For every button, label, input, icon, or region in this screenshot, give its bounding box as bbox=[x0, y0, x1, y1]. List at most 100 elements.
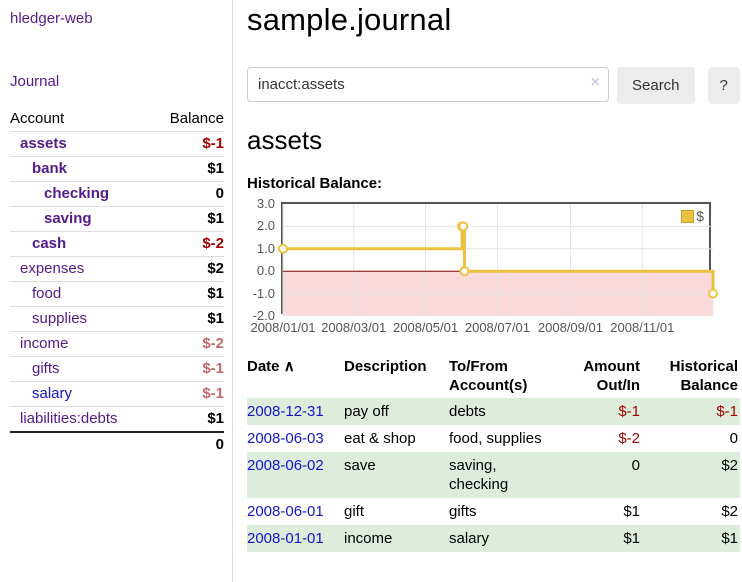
account-link[interactable]: checking bbox=[44, 185, 110, 202]
account-balance: $-1 bbox=[152, 356, 224, 382]
amount-cell: $1 bbox=[623, 530, 640, 547]
register-header-row: Date ∧ Description To/From Account(s) Am… bbox=[247, 355, 740, 398]
account-cell: assets bbox=[10, 131, 153, 157]
y-tick-label: 1.0 bbox=[256, 240, 275, 256]
page-title: sample.journal bbox=[247, 2, 452, 37]
search-input-wrap: × bbox=[247, 67, 609, 104]
account-balance: $-1 bbox=[152, 381, 224, 407]
account-row: gifts $-1 bbox=[10, 356, 224, 382]
amount-cell: 0 bbox=[631, 457, 640, 474]
account-cell: salary bbox=[10, 381, 153, 407]
chart-legend: $ bbox=[679, 207, 706, 225]
account-cell: checking bbox=[10, 181, 153, 207]
clear-search-icon[interactable]: × bbox=[590, 74, 600, 91]
legend-label: $ bbox=[696, 208, 704, 224]
accounts-total-row: 0 bbox=[10, 431, 224, 457]
account-link[interactable]: salary bbox=[32, 385, 73, 402]
y-tick-label: -1.0 bbox=[252, 285, 275, 301]
account-cell: income bbox=[10, 331, 153, 357]
date-cell: 2008-12-31 bbox=[247, 398, 344, 425]
transaction-date-link[interactable]: 2008-01-01 bbox=[247, 530, 324, 547]
y-tick-label: -2.0 bbox=[252, 308, 275, 323]
account-link[interactable]: income bbox=[20, 335, 69, 352]
account-link[interactable]: saving bbox=[44, 210, 92, 227]
description-cell: eat & shop bbox=[344, 430, 416, 447]
sidebar-item-journal[interactable]: Journal bbox=[10, 73, 60, 90]
balance-cell: $2 bbox=[721, 457, 738, 474]
accounts-total-spacer bbox=[10, 431, 153, 457]
account-link[interactable]: liabilities:debts bbox=[20, 410, 118, 427]
description-cell: income bbox=[344, 530, 393, 547]
account-link[interactable]: supplies bbox=[32, 310, 88, 327]
date-cell: 2008-06-01 bbox=[247, 498, 344, 525]
date-header-label: Date bbox=[247, 358, 280, 375]
x-tick-label: 2008/01/01 bbox=[250, 320, 316, 335]
account-heading: assets bbox=[247, 125, 323, 155]
description-cell: save bbox=[344, 457, 376, 474]
register-row: 2008-12-31 pay off debts $-1 $-1 bbox=[247, 398, 740, 425]
accounts-table: Account Balance assets $-1 bank $1 checking 0… bbox=[10, 106, 224, 457]
account-balance: $-2 bbox=[152, 231, 224, 257]
app-title-link[interactable]: hledger-web bbox=[10, 10, 93, 27]
main-content: sample.journal × Search ? assets Histori… bbox=[233, 0, 742, 582]
register-header-amount: Amount Out/In bbox=[583, 358, 640, 394]
accounts-cell: food, supplies bbox=[449, 430, 542, 447]
account-row: expenses $2 bbox=[10, 256, 224, 282]
x-tick-label: 2008/05/01 bbox=[393, 320, 459, 335]
account-row: liabilities:debts $1 bbox=[10, 406, 224, 432]
x-tick-label: 2008/09/01 bbox=[537, 320, 603, 335]
account-cell: gifts bbox=[10, 356, 153, 382]
register-header-date[interactable]: Date ∧ bbox=[247, 355, 344, 398]
balance-cell: 0 bbox=[729, 430, 738, 447]
account-balance: $-2 bbox=[152, 331, 224, 357]
account-row: food $1 bbox=[10, 281, 224, 307]
account-link[interactable]: gifts bbox=[32, 360, 60, 377]
sort-ascending-icon: ∧ bbox=[283, 358, 295, 375]
accounts-cell: debts bbox=[449, 403, 486, 420]
account-link[interactable]: cash bbox=[32, 235, 67, 252]
chart-heading: Historical Balance: bbox=[247, 175, 383, 192]
register-header-accounts: To/From Account(s) bbox=[449, 358, 528, 394]
transaction-date-link[interactable]: 2008-06-02 bbox=[247, 457, 324, 474]
balance-cell: $1 bbox=[721, 530, 738, 547]
account-balance: $2 bbox=[152, 256, 224, 282]
account-balance: $-1 bbox=[152, 131, 224, 157]
date-cell: 2008-06-02 bbox=[247, 452, 344, 498]
chart-plot-area: $ bbox=[278, 202, 718, 316]
transaction-date-link[interactable]: 2008-06-03 bbox=[247, 430, 324, 447]
register-table: Date ∧ Description To/From Account(s) Am… bbox=[247, 355, 740, 552]
transaction-date-link[interactable]: 2008-06-01 bbox=[247, 503, 324, 520]
register-header-balance: Historical Balance bbox=[669, 358, 738, 394]
account-link[interactable]: bank bbox=[32, 160, 68, 177]
search-button[interactable]: Search bbox=[617, 67, 695, 104]
search-input[interactable] bbox=[247, 67, 609, 102]
accounts-header-row: Account Balance bbox=[10, 106, 224, 132]
account-cell: supplies bbox=[10, 306, 153, 332]
help-button[interactable]: ? bbox=[707, 67, 740, 104]
account-balance: $1 bbox=[152, 306, 224, 332]
account-cell: expenses bbox=[10, 256, 153, 282]
y-tick-label: 3.0 bbox=[256, 196, 275, 211]
legend-swatch-icon bbox=[681, 209, 695, 223]
account-row: cash $-2 bbox=[10, 231, 224, 257]
chart-canvas bbox=[278, 204, 718, 316]
accounts-table-body: assets $-1 bank $1 checking 0 saving $1 cash $-2 e… bbox=[10, 131, 224, 432]
account-balance: $1 bbox=[152, 206, 224, 232]
register-row: 2008-01-01 income salary $1 $1 bbox=[247, 525, 740, 552]
accounts-header-balance: Balance bbox=[169, 110, 224, 127]
description-cell: gift bbox=[344, 503, 365, 520]
date-cell: 2008-06-03 bbox=[247, 425, 344, 452]
sidebar: hledger-web Journal Account Balance asse… bbox=[0, 0, 233, 582]
transaction-date-link[interactable]: 2008-12-31 bbox=[247, 403, 324, 420]
account-link[interactable]: assets bbox=[20, 135, 67, 152]
x-tick-label: 2008/03/01 bbox=[321, 320, 387, 335]
register-row: 2008-06-02 save saving, checking 0 $2 bbox=[247, 452, 740, 498]
x-tick-label: 2008/11/01 bbox=[610, 320, 675, 335]
account-link[interactable]: food bbox=[32, 285, 62, 302]
balance-cell: $-1 bbox=[716, 403, 738, 420]
account-cell: food bbox=[10, 281, 153, 307]
account-balance: 0 bbox=[152, 181, 224, 207]
historical-balance-chart: 3.0 2.0 1.0 0.0 -1.0 -2.0 $ 2008/01/01 2008/03… bbox=[247, 196, 742, 335]
account-link[interactable]: expenses bbox=[20, 260, 85, 277]
account-cell: saving bbox=[10, 206, 153, 232]
